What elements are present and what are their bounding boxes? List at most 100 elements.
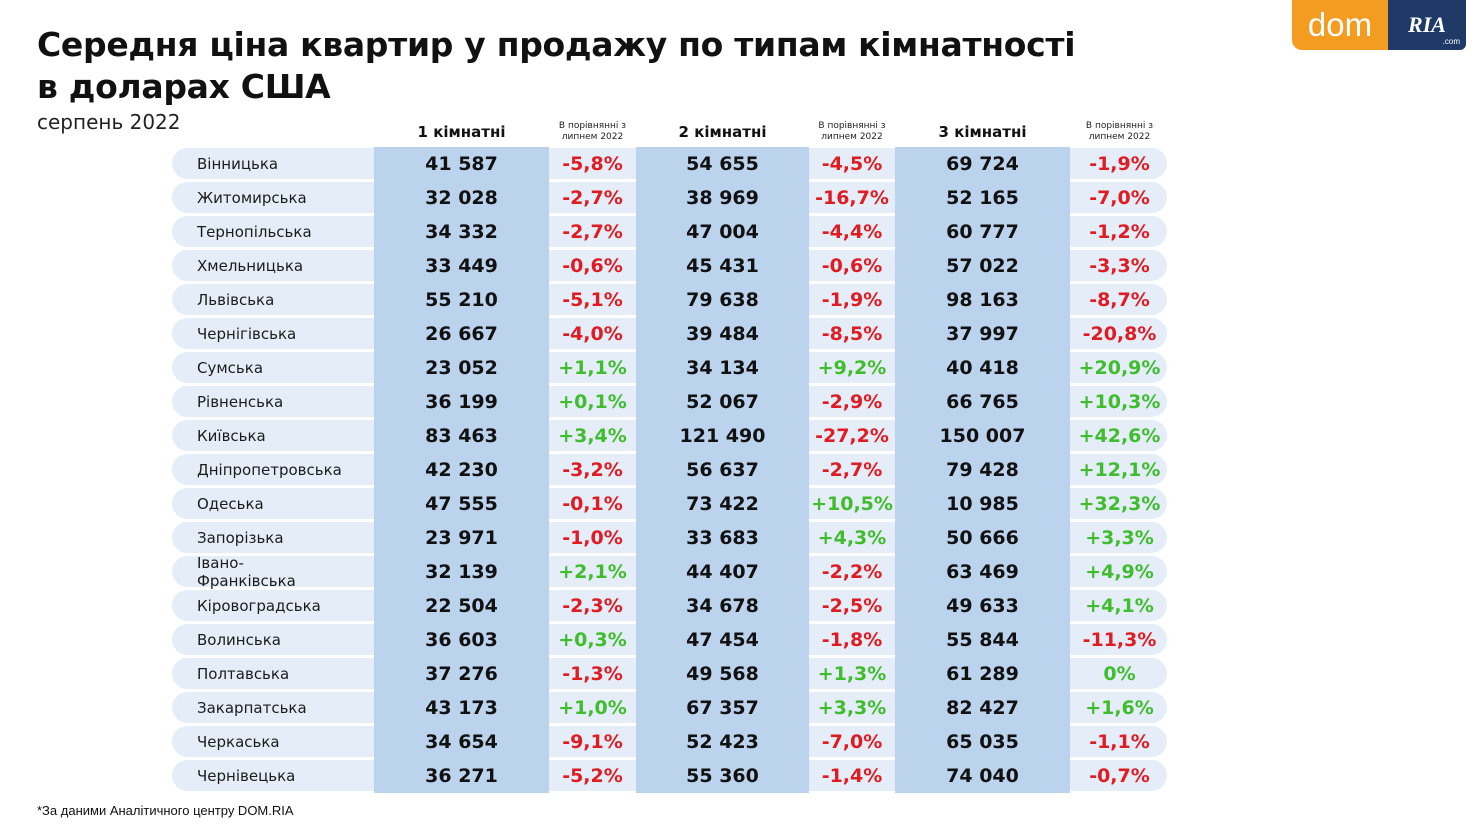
change-value: -3,2% <box>562 459 623 481</box>
price-value: 52 423 <box>686 731 759 753</box>
change-value: -1,9% <box>1089 153 1150 175</box>
price-value: 54 655 <box>686 153 759 175</box>
price-column-band <box>374 317 549 351</box>
price-column-band <box>636 351 809 385</box>
price-column-band <box>374 249 549 283</box>
price-column-band <box>636 725 809 759</box>
logo-dom-text: dom <box>1307 6 1373 43</box>
change-value: +12,1% <box>1078 459 1161 481</box>
change-value: -2,7% <box>562 221 623 243</box>
price-value: 36 271 <box>425 765 498 787</box>
change-value: -8,7% <box>1089 289 1150 311</box>
price-value: 63 469 <box>946 561 1019 583</box>
region-name: Тернопільська <box>197 223 312 241</box>
price-value: 52 165 <box>946 187 1019 209</box>
region-name: Сумська <box>197 359 264 377</box>
price-column-band <box>374 589 549 623</box>
price-column-band <box>895 351 1070 385</box>
price-value: 55 844 <box>946 629 1019 651</box>
price-column-band <box>895 555 1070 589</box>
price-column-band <box>895 725 1070 759</box>
price-value: 41 587 <box>425 153 498 175</box>
title-line-2: в доларах США <box>37 67 331 106</box>
change-value: -2,2% <box>821 561 883 583</box>
change-value: +3,3% <box>817 697 887 719</box>
price-value: 121 490 <box>679 425 766 447</box>
price-value: 55 210 <box>425 289 498 311</box>
price-column-band <box>636 759 809 793</box>
price-value: 37 276 <box>425 663 498 685</box>
price-column-band <box>374 419 549 453</box>
price-value: 150 007 <box>939 425 1026 447</box>
price-value: 56 637 <box>686 459 759 481</box>
region-name: Закарпатська <box>197 699 307 717</box>
price-value: 65 035 <box>946 731 1019 753</box>
price-value: 34 654 <box>425 731 498 753</box>
price-column-band <box>895 691 1070 725</box>
price-column-band <box>374 283 549 317</box>
price-value: 98 163 <box>946 289 1019 311</box>
change-value: -3,3% <box>1089 255 1150 277</box>
price-value: 34 332 <box>425 221 498 243</box>
price-value: 42 230 <box>425 459 498 481</box>
price-value: 57 022 <box>946 255 1019 277</box>
change-value: -1,4% <box>821 765 883 787</box>
region-name: Одеська <box>197 495 264 513</box>
change-value: -16,7% <box>815 187 889 209</box>
price-column-band <box>895 759 1070 793</box>
price-value: 69 724 <box>946 153 1019 175</box>
price-value: 23 052 <box>425 357 498 379</box>
change-value: +0,1% <box>558 391 627 413</box>
change-value: -1,0% <box>562 527 623 549</box>
region-name: Івано-Франківська <box>197 554 296 590</box>
price-column-band <box>374 759 549 793</box>
price-value: 73 422 <box>686 493 759 515</box>
price-column-band <box>374 351 549 385</box>
price-column-band <box>895 419 1070 453</box>
change-value: -1,2% <box>1089 221 1150 243</box>
change-value: -2,7% <box>821 459 883 481</box>
price-column-band <box>636 589 809 623</box>
region-name: Чернігівська <box>197 325 297 343</box>
price-column-band <box>895 589 1070 623</box>
change-value: -4,0% <box>562 323 623 345</box>
price-value: 60 777 <box>946 221 1019 243</box>
price-column-band <box>636 487 809 521</box>
price-column-band <box>895 521 1070 555</box>
price-value: 47 004 <box>686 221 759 243</box>
price-value: 39 484 <box>686 323 759 345</box>
price-column-band <box>895 623 1070 657</box>
price-column-band <box>374 181 549 215</box>
price-column-band <box>636 385 809 419</box>
price-column-band <box>636 317 809 351</box>
dom-ria-logo: dom RIA .com <box>1292 0 1466 50</box>
change-value: -2,3% <box>562 595 623 617</box>
price-value: 36 199 <box>425 391 498 413</box>
change-value: -5,2% <box>562 765 623 787</box>
price-column-band <box>895 283 1070 317</box>
price-value: 37 997 <box>946 323 1019 345</box>
price-column-band <box>374 555 549 589</box>
title-line-1: Середня ціна квартир у продажу по типам … <box>37 25 1076 64</box>
change-value: -2,5% <box>821 595 883 617</box>
price-value: 45 431 <box>686 255 759 277</box>
price-value: 49 633 <box>946 595 1019 617</box>
change-value: +10,3% <box>1078 391 1161 413</box>
price-value: 36 603 <box>425 629 498 651</box>
region-name: Черкаська <box>197 733 280 751</box>
price-value: 67 357 <box>686 697 759 719</box>
change-value: +10,5% <box>811 493 893 515</box>
change-value: +32,3% <box>1078 493 1161 515</box>
price-value: 55 360 <box>686 765 759 787</box>
region-name: Житомирська <box>197 189 307 207</box>
price-value: 32 139 <box>425 561 498 583</box>
price-column-band <box>636 419 809 453</box>
change-value: -20,8% <box>1082 323 1157 345</box>
change-value: +1,1% <box>558 357 627 379</box>
price-value: 52 067 <box>686 391 759 413</box>
page-subtitle: серпень 2022 <box>37 110 181 134</box>
price-value: 74 040 <box>946 765 1019 787</box>
price-value: 23 971 <box>425 527 498 549</box>
change-value: -1,1% <box>1089 731 1150 753</box>
region-name: Дніпропетровська <box>197 461 342 479</box>
